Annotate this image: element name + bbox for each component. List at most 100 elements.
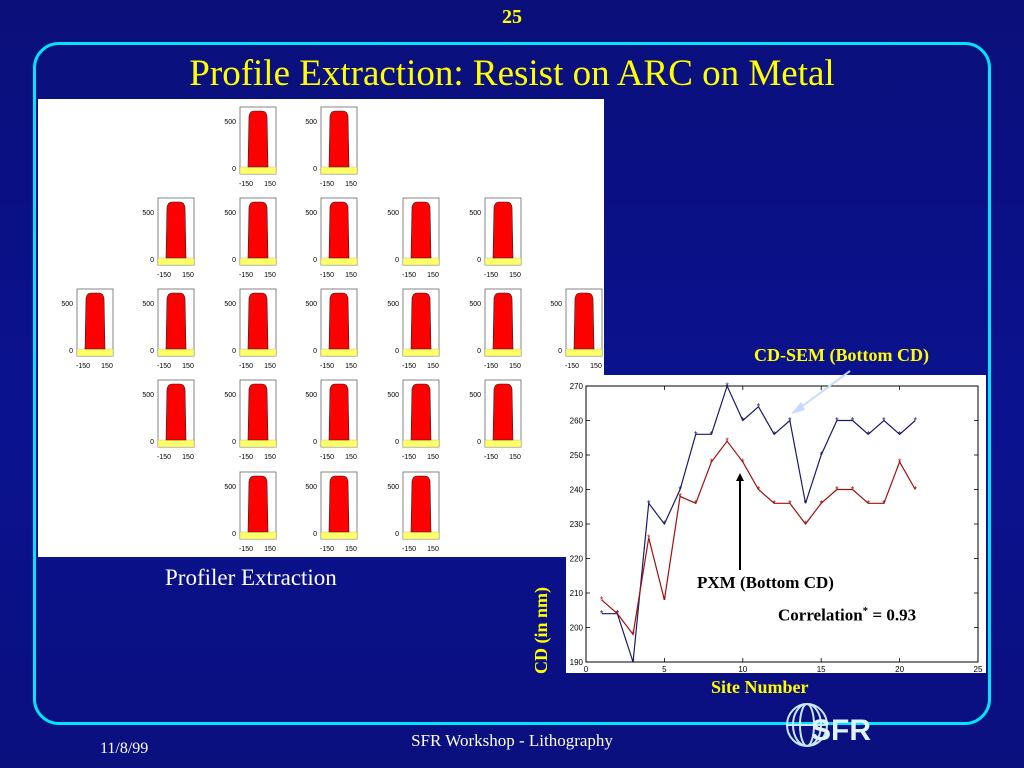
data-point: * xyxy=(914,416,918,426)
profile-cell: 500 0 -150 150 xyxy=(305,197,358,279)
substrate-layer xyxy=(239,439,277,448)
substrate-layer xyxy=(239,166,277,175)
ytick-0: 0 xyxy=(395,531,399,538)
ytick-0: 0 xyxy=(313,257,317,264)
y-tick-label: 250 xyxy=(570,451,584,460)
xtick-neg150: -150 xyxy=(320,272,334,279)
resist-profile xyxy=(573,292,595,350)
xtick-neg150: -150 xyxy=(402,272,416,279)
data-point: * xyxy=(725,436,729,446)
y-tick-label: 260 xyxy=(570,417,584,426)
y-tick-label: 200 xyxy=(570,624,584,633)
sfr-logo-graphic: SFR xyxy=(786,703,871,747)
cd-chart-panel: 190 200 210 220 230 240 250 260 270 0 5 10 15 20 25 * * *… xyxy=(566,375,986,673)
data-point: * xyxy=(882,498,886,508)
footer-date: 11/8/99 xyxy=(100,740,149,757)
ytick-0: 0 xyxy=(395,439,399,446)
data-point: * xyxy=(866,429,870,439)
data-point: * xyxy=(741,457,745,467)
ytick-500: 500 xyxy=(387,484,399,491)
ytick-500: 500 xyxy=(142,301,154,308)
xtick-neg150: -150 xyxy=(157,272,171,279)
profile-cell: 500 0 -150 150 xyxy=(224,197,277,279)
ytick-0: 0 xyxy=(395,257,399,264)
ytick-500: 500 xyxy=(142,210,154,217)
resist-profile xyxy=(247,201,269,259)
ytick-0: 0 xyxy=(232,439,236,446)
profile-cell: 500 0 -150 150 xyxy=(387,288,440,370)
series-line-cdsem xyxy=(601,384,916,663)
xtick-neg150: -150 xyxy=(157,454,171,461)
resist-profile xyxy=(328,110,350,168)
substrate-layer xyxy=(320,439,358,448)
data-point: * xyxy=(663,595,667,605)
data-point: * xyxy=(898,457,902,467)
xtick-150: 150 xyxy=(264,363,276,370)
data-point: * xyxy=(663,519,667,529)
x-axis-label: Site Number xyxy=(711,677,809,697)
resist-profile xyxy=(492,383,514,441)
profile-cell: 500 0 -150 150 xyxy=(469,379,522,461)
x-tick-label: 0 xyxy=(584,665,589,673)
xtick-150: 150 xyxy=(590,363,602,370)
data-point: * xyxy=(804,519,808,529)
resist-profile xyxy=(492,292,514,350)
data-point: * xyxy=(819,450,823,460)
data-point: * xyxy=(882,416,886,426)
data-point: * xyxy=(725,381,729,391)
substrate-layer xyxy=(239,531,277,540)
xtick-150: 150 xyxy=(264,454,276,461)
xtick-neg150: -150 xyxy=(239,363,253,370)
substrate-layer xyxy=(157,257,195,266)
data-point: * xyxy=(647,498,651,508)
profile-cell: 500 0 -150 150 xyxy=(142,288,195,370)
ytick-0: 0 xyxy=(313,531,317,538)
ytick-0: 0 xyxy=(69,348,73,355)
ytick-0: 0 xyxy=(150,257,154,264)
data-point: * xyxy=(741,416,745,426)
xtick-neg150: -150 xyxy=(239,272,253,279)
profile-cell: 500 0 -150 150 xyxy=(305,471,358,553)
slide-title: Profile Extraction: Resist on ARC on Met… xyxy=(189,53,835,94)
data-point: * xyxy=(851,485,855,495)
substrate-layer xyxy=(157,348,195,357)
substrate-layer xyxy=(320,166,358,175)
footer-title: SFR Workshop - Lithography xyxy=(411,731,613,750)
correlation-value: = 0.93 xyxy=(868,605,917,625)
profile-cell: 500 0 -150 150 xyxy=(142,197,195,279)
resist-profile xyxy=(165,292,187,350)
profile-cell: 500 0 -150 150 xyxy=(224,471,277,553)
ytick-0: 0 xyxy=(313,439,317,446)
ytick-500: 500 xyxy=(305,301,317,308)
profile-cell: 500 0 -150 150 xyxy=(305,288,358,370)
x-tick-label: 10 xyxy=(738,665,747,673)
profile-cell: 500 0 -150 150 xyxy=(224,106,277,188)
ytick-500: 500 xyxy=(387,210,399,217)
ytick-500: 500 xyxy=(224,210,236,217)
substrate-layer xyxy=(484,348,522,357)
xtick-150: 150 xyxy=(182,454,194,461)
data-point: * xyxy=(835,485,839,495)
ytick-500: 500 xyxy=(224,484,236,491)
profile-cell: 500 0 -150 150 xyxy=(305,106,358,188)
y-tick-label: 190 xyxy=(570,658,584,667)
resist-profile xyxy=(328,383,350,441)
data-point: * xyxy=(757,485,761,495)
profile-cell: 500 0 -150 150 xyxy=(61,288,114,370)
substrate-layer xyxy=(402,439,440,448)
ytick-500: 500 xyxy=(224,301,236,308)
xtick-150: 150 xyxy=(509,272,521,279)
xtick-neg150: -150 xyxy=(76,363,90,370)
xtick-150: 150 xyxy=(264,181,276,188)
ytick-0: 0 xyxy=(477,257,481,264)
ytick-500: 500 xyxy=(469,392,481,399)
xtick-150: 150 xyxy=(509,454,521,461)
xtick-150: 150 xyxy=(264,546,276,553)
data-point: * xyxy=(788,416,792,426)
data-point: * xyxy=(694,498,698,508)
ytick-500: 500 xyxy=(550,301,562,308)
ytick-0: 0 xyxy=(313,166,317,173)
correlation-prefix: Correlation xyxy=(778,605,863,625)
xtick-150: 150 xyxy=(345,181,357,188)
xtick-neg150: -150 xyxy=(320,181,334,188)
